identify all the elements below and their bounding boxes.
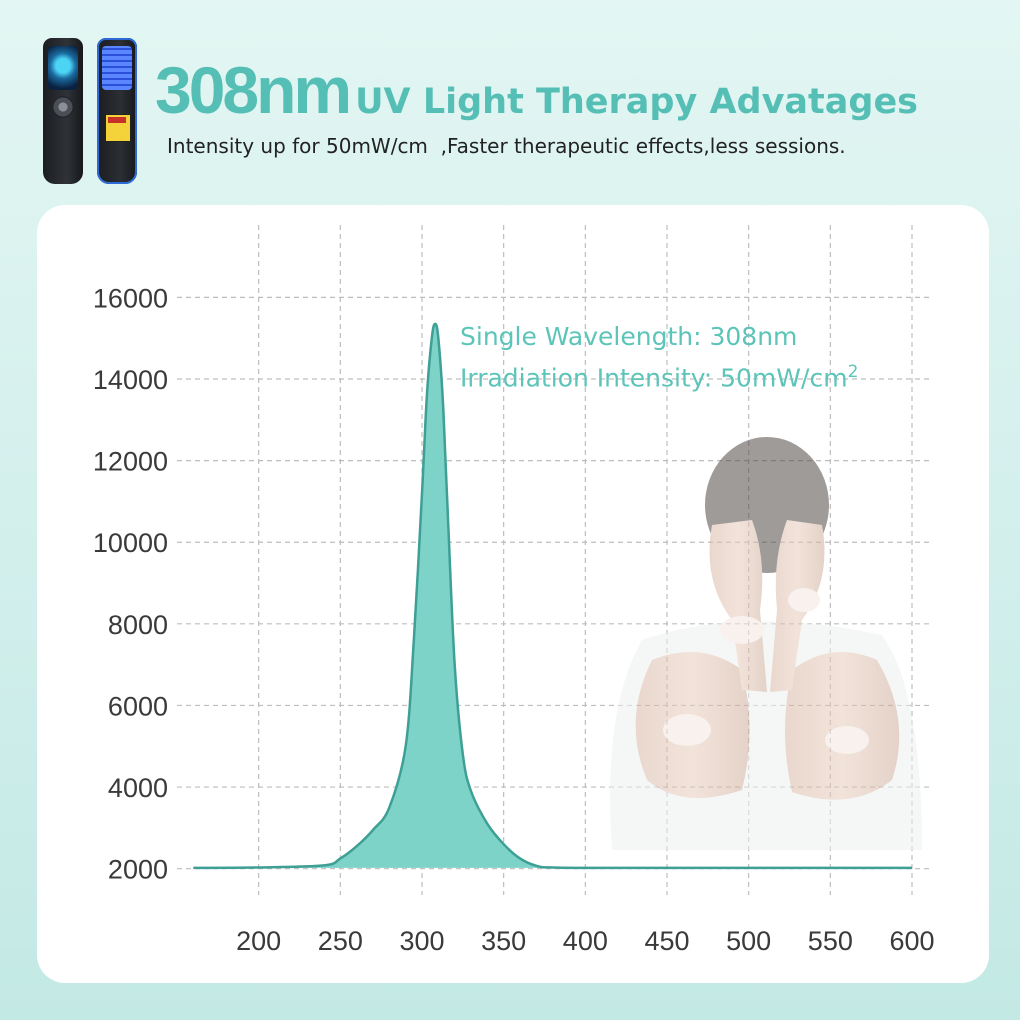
x-tick-label: 200 bbox=[236, 926, 281, 956]
spectrum-line bbox=[193, 322, 913, 870]
y-tick-label: 14000 bbox=[93, 365, 168, 395]
annotation-intensity: Irradiation Intensity: 50mW/cm2 bbox=[460, 362, 858, 392]
y-tick-label: 6000 bbox=[108, 691, 168, 721]
y-tick-label: 4000 bbox=[108, 773, 168, 803]
chart-card: 2000 4000 6000 8000 10000 12000 14000 16000 200… bbox=[37, 205, 989, 983]
annotation-intensity-sup: 2 bbox=[847, 362, 859, 382]
y-tick-label: 16000 bbox=[93, 283, 168, 313]
y-tick-label: 10000 bbox=[93, 528, 168, 558]
x-tick-label: 600 bbox=[889, 926, 934, 956]
x-tick-label: 300 bbox=[399, 926, 444, 956]
x-tick-label: 350 bbox=[481, 926, 526, 956]
annotation-intensity-text: Irradiation Intensity: 50mW/cm bbox=[460, 363, 848, 393]
x-tick-label: 550 bbox=[808, 926, 853, 956]
x-tick-label: 250 bbox=[318, 926, 363, 956]
vitiligo-person-image bbox=[610, 437, 922, 850]
page-subtitle: Intensity up for 50mW/cm ,Faster therape… bbox=[167, 134, 846, 158]
device-front-image bbox=[43, 38, 83, 184]
device-back-image bbox=[97, 38, 137, 184]
x-tick-label: 500 bbox=[726, 926, 771, 956]
page-title: 308nm UV Light Therapy Advatages bbox=[155, 52, 918, 128]
x-tick-label: 400 bbox=[563, 926, 608, 956]
y-tick-label: 8000 bbox=[108, 610, 168, 640]
x-tick-label: 450 bbox=[644, 926, 689, 956]
y-tick-label: 12000 bbox=[93, 447, 168, 477]
spectrum-chart: 2000 4000 6000 8000 10000 12000 14000 16000 200… bbox=[93, 225, 935, 956]
annotation-wavelength: Single Wavelength: 308nm bbox=[460, 322, 798, 351]
title-wavelength: 308nm bbox=[155, 53, 352, 127]
y-tick-label: 2000 bbox=[108, 855, 168, 885]
title-text: UV Light Therapy Advatages bbox=[355, 82, 919, 122]
